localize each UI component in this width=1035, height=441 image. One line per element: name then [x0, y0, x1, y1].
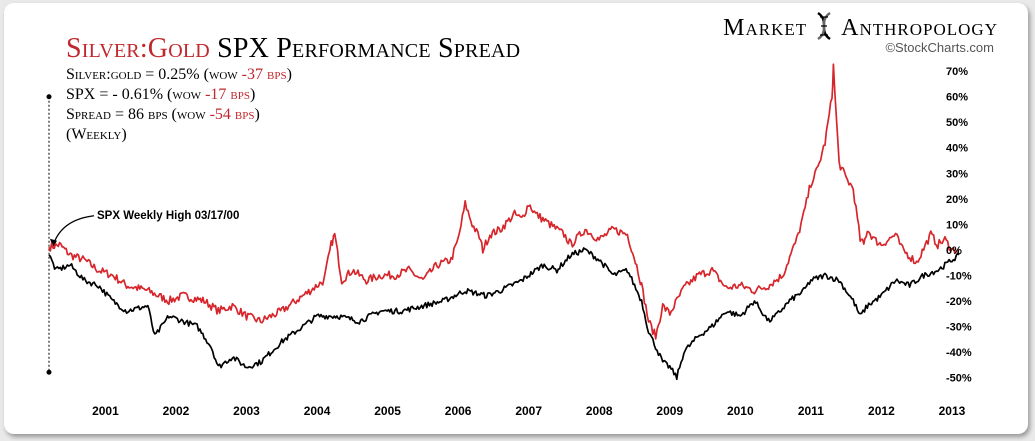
- x-tick-label: 2011: [798, 404, 824, 418]
- annotation-layer: SPX Weekly High 03/17/00: [46, 94, 239, 375]
- y-tick-label: 30%: [946, 168, 968, 180]
- x-tick-label: 2013: [939, 404, 966, 418]
- y-tick-label: 10%: [946, 219, 968, 231]
- series-line-spx: [48, 247, 960, 381]
- x-tick-label: 2003: [233, 404, 260, 418]
- chart-title: Silver:Gold SPX Performance Spread: [66, 33, 520, 65]
- x-tick-label: 2001: [92, 404, 119, 418]
- x-tick-label: 2012: [868, 404, 895, 418]
- annotation-range-top-dot: [46, 94, 52, 100]
- stat-suffix: ): [249, 86, 256, 103]
- stat-label: Silver:gold = 0.25% (wow: [66, 66, 242, 83]
- dna-helix-icon: [817, 12, 831, 40]
- stat-change: -17 bps: [205, 86, 250, 103]
- stat-suffix: ): [254, 106, 260, 123]
- stat-suffix: ): [286, 66, 292, 83]
- x-axis: 2001 2002 2003 2004 2005 2006 2007 2008 2009 2010…: [92, 404, 966, 418]
- annotation-label: SPX Weekly High 03/17/00: [97, 210, 239, 222]
- x-tick-label: 2006: [445, 404, 472, 418]
- x-tick-label: 2002: [163, 404, 190, 418]
- y-tick-label: 40%: [946, 143, 968, 155]
- y-tick-label: 70%: [946, 66, 968, 78]
- stat-spx: SPX = - 0.61% (wow -17 bps): [66, 85, 292, 105]
- x-tick-label: 2010: [727, 404, 754, 418]
- y-tick-label: -20%: [946, 296, 972, 308]
- annotation-range-bottom-dot: [46, 369, 52, 375]
- y-tick-label: -10%: [946, 270, 972, 282]
- brand-name-left: Market: [723, 15, 808, 41]
- annotation-arrow: [52, 215, 95, 246]
- chart-svg: SPX Weekly High 03/17/00 -50% -40% -30% -20…: [46, 63, 972, 418]
- brand-block: Market Anthropology ©StockCharts.com: [723, 11, 998, 55]
- source-credit: ©StockCharts.com: [885, 40, 994, 55]
- y-tick-label: 60%: [946, 92, 968, 104]
- brand-name-right: Anthropology: [841, 15, 998, 41]
- stat-period: (Weekly): [66, 125, 292, 145]
- series-layer: [48, 63, 960, 381]
- y-tick-label: -40%: [946, 347, 972, 359]
- y-tick-label: 0%: [946, 245, 962, 257]
- title-rest: SPX Performance Spread: [209, 33, 521, 64]
- stat-change: -37 bps: [241, 66, 287, 83]
- chart-frame: Silver:Gold SPX Performance Spread Silve…: [4, 3, 1028, 434]
- brand-name: Market Anthropology: [723, 11, 998, 42]
- x-tick-label: 2007: [515, 404, 542, 418]
- y-tick-label: 50%: [946, 117, 968, 129]
- y-tick-label: -30%: [946, 321, 972, 333]
- y-tick-label: 20%: [946, 194, 968, 206]
- annotation-arrowhead: [50, 238, 57, 248]
- stat-change: -54 bps: [209, 106, 255, 123]
- stat-label: SPX = - 0.61% (wow: [66, 86, 206, 103]
- x-tick-label: 2004: [304, 404, 331, 418]
- x-tick-label: 2009: [656, 404, 683, 418]
- title-silver-gold: Silver:Gold: [66, 33, 210, 64]
- series-line-silver-gold: [48, 63, 960, 340]
- y-tick-label: -50%: [946, 372, 972, 384]
- x-tick-label: 2008: [586, 404, 613, 418]
- stat-label: Spread = 86 bps (wow: [66, 106, 210, 123]
- stat-spread: Spread = 86 bps (wow -54 bps): [66, 105, 292, 125]
- x-tick-label: 2005: [374, 404, 401, 418]
- stat-silver-gold: Silver:gold = 0.25% (wow -37 bps): [66, 65, 292, 85]
- y-axis: -50% -40% -30% -20% -10% 0% 10% 20% 30% 40% 50% 60%…: [946, 66, 972, 384]
- stat-label: (Weekly): [66, 126, 127, 143]
- stats-block: Silver:gold = 0.25% (wow -37 bps) SPX = …: [66, 65, 292, 145]
